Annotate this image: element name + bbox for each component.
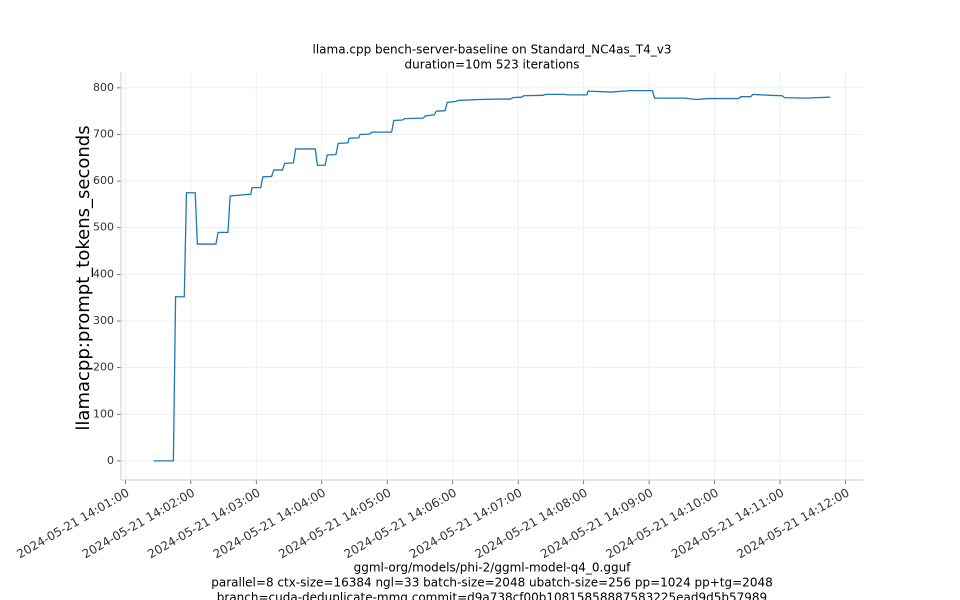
footer-line: parallel=8 ctx-size=16384 ngl=33 batch-s… bbox=[211, 576, 772, 590]
x-tick-label: 2024-05-21 14:02:00 bbox=[80, 486, 197, 562]
x-tick-label: 2024-05-21 14:04:00 bbox=[211, 486, 328, 562]
y-tick-label: 800 bbox=[93, 81, 114, 94]
footer-line: ggml-org/models/phi-2/ggml-model-q4_0.gg… bbox=[354, 561, 632, 575]
y-tick-label: 500 bbox=[93, 221, 114, 234]
x-tick-label: 2024-05-21 14:10:00 bbox=[603, 486, 720, 562]
y-tick-label: 0 bbox=[107, 454, 114, 467]
x-tick-label: 2024-05-21 14:11:00 bbox=[669, 486, 786, 562]
y-axis-label: llamacpp:prompt_tokens_seconds bbox=[73, 125, 94, 430]
x-tick-label: 2024-05-21 14:03:00 bbox=[145, 486, 262, 562]
chart-subtitle: duration=10m 523 iterations bbox=[405, 58, 580, 72]
data-line bbox=[153, 90, 831, 462]
x-tick-label: 2024-05-21 14:08:00 bbox=[473, 486, 590, 562]
x-tick-label: 2024-05-21 14:06:00 bbox=[342, 486, 459, 562]
chart-title: llama.cpp bench-server-baseline on Stand… bbox=[313, 43, 672, 57]
x-tick-label: 2024-05-21 14:05:00 bbox=[276, 486, 393, 562]
y-tick-label: 200 bbox=[93, 361, 114, 374]
x-tick-label: 2024-05-21 14:07:00 bbox=[407, 486, 524, 562]
y-tick-label: 600 bbox=[93, 174, 114, 187]
y-tick-label: 700 bbox=[93, 127, 114, 140]
footer-line: branch=cuda-deduplicate-mmq commit=d9a73… bbox=[217, 591, 767, 600]
x-tick-label: 2024-05-21 14:01:00 bbox=[14, 486, 131, 562]
y-tick-label: 300 bbox=[93, 314, 114, 327]
x-tick-label: 2024-05-21 14:09:00 bbox=[538, 486, 655, 562]
y-tick-label: 100 bbox=[93, 407, 114, 420]
y-tick-label: 400 bbox=[93, 267, 114, 280]
x-tick-label: 2024-05-21 14:12:00 bbox=[734, 486, 851, 562]
